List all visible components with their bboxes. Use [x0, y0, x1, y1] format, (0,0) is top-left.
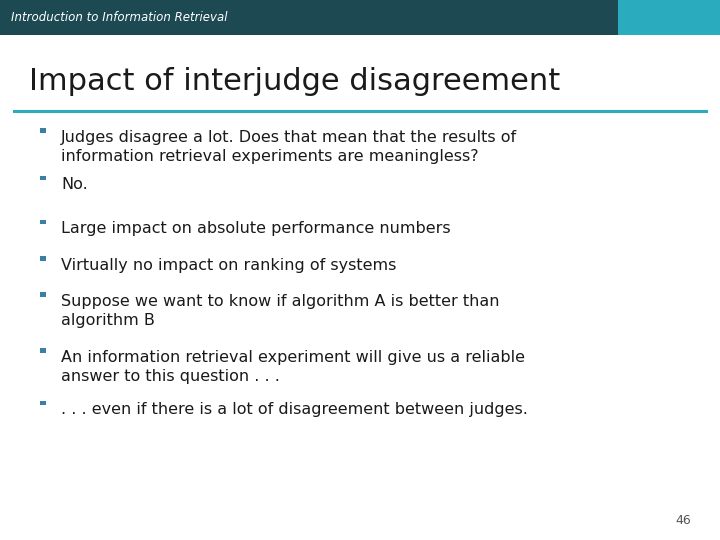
Bar	[40, 176, 45, 180]
Text: Large impact on absolute performance numbers: Large impact on absolute performance num…	[61, 221, 451, 237]
Bar	[40, 348, 45, 353]
Polygon shape	[0, 0, 720, 35]
Bar	[40, 256, 45, 260]
Text: Virtually no impact on ranking of systems: Virtually no impact on ranking of system…	[61, 258, 397, 273]
Text: No.: No.	[61, 177, 88, 192]
Text: Introduction to Information Retrieval: Introduction to Information Retrieval	[11, 11, 228, 24]
Bar	[40, 292, 45, 297]
Text: 46: 46	[675, 514, 691, 526]
Bar	[40, 220, 45, 225]
Bar	[40, 401, 45, 405]
Text: Suppose we want to know if algorithm A is better than
algorithm B: Suppose we want to know if algorithm A i…	[61, 294, 500, 328]
Text: . . . even if there is a lot of disagreement between judges.: . . . even if there is a lot of disagree…	[61, 402, 528, 417]
Text: Impact of interjudge disagreement: Impact of interjudge disagreement	[29, 68, 560, 97]
Bar	[40, 128, 45, 132]
Text: An information retrieval experiment will give us a reliable
answer to this quest: An information retrieval experiment will…	[61, 350, 525, 384]
Polygon shape	[618, 0, 720, 35]
Text: Judges disagree a lot. Does that mean that the results of
information retrieval : Judges disagree a lot. Does that mean th…	[61, 130, 518, 164]
